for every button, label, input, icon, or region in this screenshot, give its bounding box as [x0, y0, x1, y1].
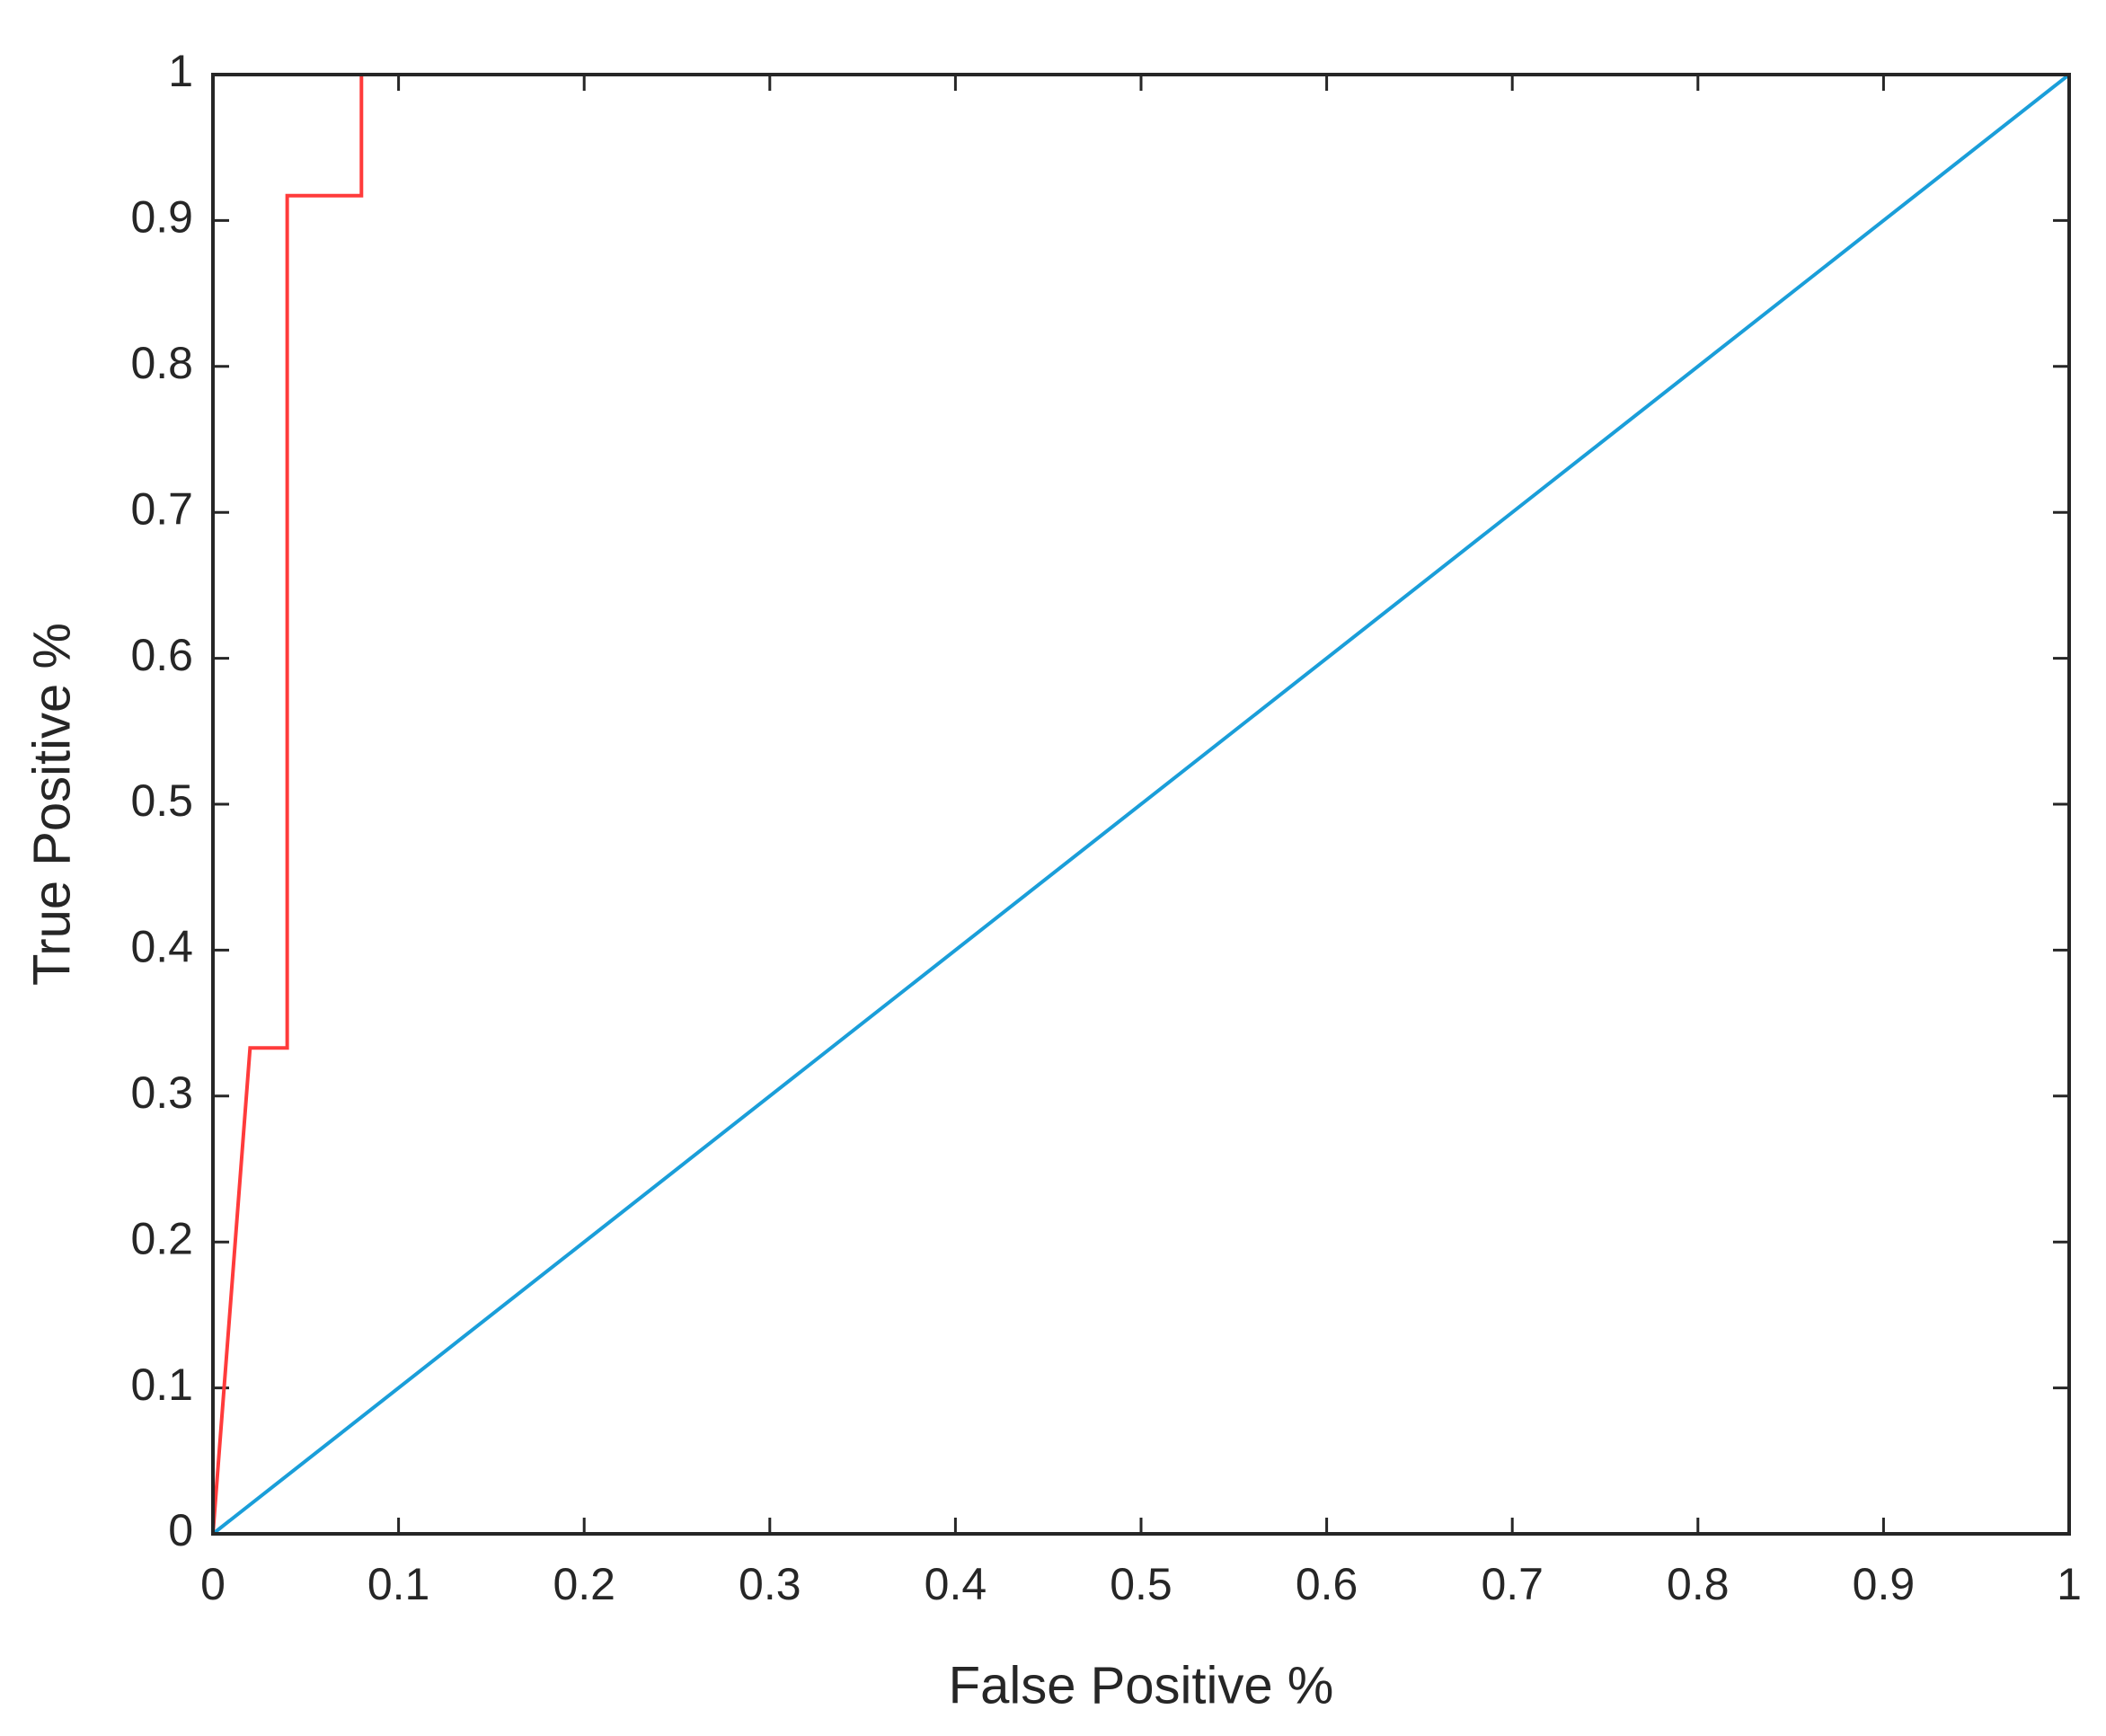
x-tick-label: 0.2: [553, 1559, 615, 1609]
y-tick-label: 0.4: [130, 922, 193, 972]
x-tick-label: 0.6: [1296, 1559, 1358, 1609]
x-tick-label: 0.3: [739, 1559, 801, 1609]
x-tick-label: 0.5: [1110, 1559, 1172, 1609]
y-tick-label: 0.1: [130, 1360, 193, 1410]
x-tick-label: 0.4: [925, 1559, 987, 1609]
x-tick-label: 1: [2057, 1559, 2082, 1609]
y-tick-label: 0.9: [130, 192, 193, 243]
y-tick-label: 0.5: [130, 775, 193, 826]
x-tick-label: 0.9: [1853, 1559, 1916, 1609]
x-axis-label: False Positive %: [949, 1656, 1334, 1714]
y-tick-label: 0.2: [130, 1213, 193, 1263]
data-line: [211, 73, 2071, 1536]
y-tick-label: 1: [168, 46, 193, 96]
x-tick-label: 0.8: [1667, 1559, 1730, 1609]
y-tick-label: 0.8: [130, 338, 193, 388]
y-tick-label: 0.3: [130, 1067, 193, 1118]
y-axis-label: True Positive %: [22, 623, 81, 986]
y-tick-label: 0.6: [130, 630, 193, 680]
x-tick-label: 0.1: [367, 1559, 430, 1609]
x-tick-label: 0: [200, 1559, 226, 1609]
x-tick-label: 0.7: [1481, 1559, 1544, 1609]
y-tick-label: 0.7: [130, 483, 193, 534]
plot-frame: [211, 73, 2071, 1536]
y-tick-label: 0: [168, 1505, 193, 1555]
